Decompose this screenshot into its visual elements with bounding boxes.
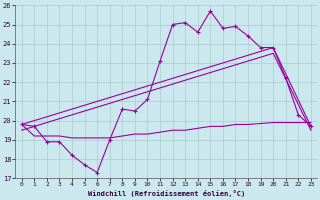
X-axis label: Windchill (Refroidissement éolien,°C): Windchill (Refroidissement éolien,°C) [88,190,245,197]
